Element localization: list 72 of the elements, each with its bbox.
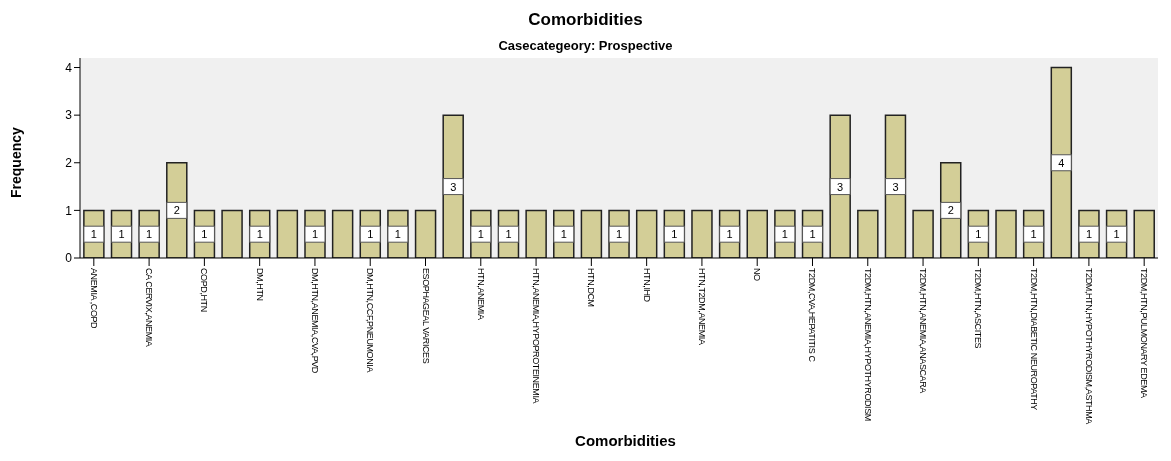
x-tick-label: HTN,T2DM,ANEMIA (696, 268, 707, 345)
chart-title: Comorbidities (527, 10, 644, 30)
y-tick-label: 1 (65, 203, 73, 218)
data-label: 1 (367, 228, 374, 241)
data-label: 1 (1030, 228, 1037, 241)
x-tick-label: CA CERVIX,ANEMIA (144, 268, 155, 347)
bar (884, 114, 907, 258)
x-tick-label: HTN,IHD (641, 268, 652, 303)
data-label: 1 (975, 228, 982, 241)
bar (276, 209, 299, 258)
x-tick-label: COPD,HTN (199, 268, 210, 312)
x-tick-label: T2DM,HTN,HYPOTHYRODISM,ASTHMA (1083, 268, 1094, 425)
bar (995, 209, 1017, 258)
data-label: 1 (118, 228, 125, 241)
data-label: 1 (726, 228, 733, 241)
data-label: 2 (947, 204, 954, 217)
data-label: 2 (173, 204, 180, 217)
data-label: 1 (1113, 228, 1120, 241)
x-tick-label: T2DM,HTN,DIABETIC NEUROPATHY (1028, 268, 1039, 411)
data-label: 1 (560, 228, 567, 241)
bar (580, 209, 603, 258)
bar (857, 209, 879, 258)
data-label: 1 (781, 228, 788, 241)
bar (635, 209, 658, 258)
bar (414, 209, 437, 258)
data-label: 1 (615, 228, 623, 241)
x-tick-label: HTN,ANEMIA (475, 268, 486, 320)
data-label: 1 (201, 228, 208, 241)
x-tick-label: T2DM,HTN,ANEMIA,HYPOTHYRODISM (862, 268, 873, 421)
data-label: 1 (477, 228, 484, 241)
x-tick-label: T2DM,HTN,ANEMIA,ANASCARA (918, 268, 929, 394)
data-label: 1 (394, 228, 401, 241)
y-tick-label: 3 (65, 108, 73, 123)
bar (1133, 209, 1155, 258)
x-tick-label: ANEMIA ,COPD (88, 268, 99, 330)
bar (1050, 66, 1073, 258)
data-label: 1 (505, 228, 512, 241)
data-label: 1 (90, 228, 97, 241)
data-label: 3 (837, 180, 844, 193)
bar (221, 209, 243, 258)
y-tick-label: 2 (65, 156, 73, 171)
data-label: 1 (671, 228, 678, 241)
y-axis-title: Frequency (8, 127, 25, 198)
x-tick-label: DM,HTN (254, 268, 265, 301)
x-tick-label: HTN,DCM (586, 268, 597, 307)
bar (442, 114, 464, 258)
bar (912, 209, 934, 258)
x-tick-label: ESOPHAGEAL VARICES (420, 268, 431, 364)
y-tick-label: 0 (65, 251, 73, 266)
x-tick-label: DM,HTN,ANEMIA,CVA,PVD (309, 268, 320, 374)
x-tick-label: T2DM,HTN,ASCITES (973, 268, 984, 349)
x-axis-title: Comorbidities (574, 432, 677, 449)
bar (331, 209, 354, 258)
x-tick-label: NO (752, 268, 763, 282)
data-label: 1 (146, 228, 153, 241)
chart-subtitle: Casecategeory: Prospective (497, 38, 674, 53)
bar (829, 114, 851, 258)
x-tick-label: T2DM,HTN,PULMONARY EDEMA (1139, 268, 1150, 398)
data-label: 3 (892, 180, 899, 193)
data-label: 1 (311, 228, 319, 241)
x-tick-label: T2DM,CVA,HEPATITIS C (807, 268, 818, 363)
data-label: 3 (450, 180, 457, 193)
bar (691, 209, 713, 258)
x-tick-label: HTN,ANEMIA,HYPOPROTEINEMIA (531, 268, 542, 404)
data-label: 1 (809, 228, 816, 241)
data-label: 4 (1058, 156, 1065, 169)
x-tick-label: DM,HTN,CCF,PNEUMONIA (365, 268, 376, 373)
data-label: 1 (1085, 228, 1093, 241)
bar (525, 209, 547, 258)
bar (746, 209, 768, 258)
data-label: 1 (256, 228, 263, 241)
y-tick-label: 4 (65, 60, 73, 75)
